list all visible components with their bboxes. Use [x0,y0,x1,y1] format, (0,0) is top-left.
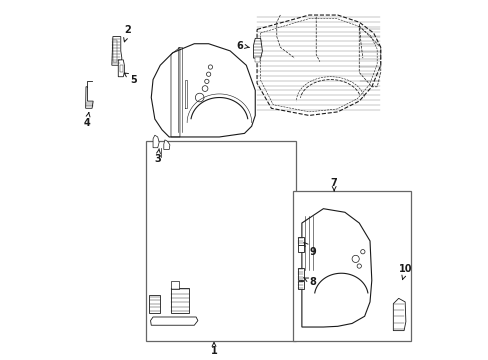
Text: 2: 2 [123,25,131,42]
Polygon shape [297,245,303,252]
Polygon shape [120,65,122,72]
Bar [145,140,296,341]
Polygon shape [151,44,255,137]
Polygon shape [149,295,160,313]
Polygon shape [112,37,122,65]
Polygon shape [297,237,303,244]
Polygon shape [113,40,117,62]
Text: 3: 3 [154,149,161,164]
Polygon shape [301,209,371,327]
Bar [292,191,410,341]
Text: 7: 7 [330,178,337,191]
Text: 4: 4 [83,113,90,128]
Text: 6: 6 [236,41,249,50]
Polygon shape [171,281,179,289]
Polygon shape [163,140,169,149]
Polygon shape [118,60,124,77]
Polygon shape [392,298,405,330]
Polygon shape [297,281,303,289]
Polygon shape [257,15,380,116]
Polygon shape [255,57,259,62]
Polygon shape [150,317,198,325]
Text: 8: 8 [303,277,315,287]
Polygon shape [171,288,188,313]
Text: 10: 10 [398,264,412,280]
Polygon shape [153,135,159,148]
Text: 5: 5 [124,73,137,85]
Polygon shape [85,87,93,108]
Text: 1: 1 [210,342,217,356]
Polygon shape [297,268,303,280]
Polygon shape [253,39,262,58]
Text: 9: 9 [304,243,315,257]
